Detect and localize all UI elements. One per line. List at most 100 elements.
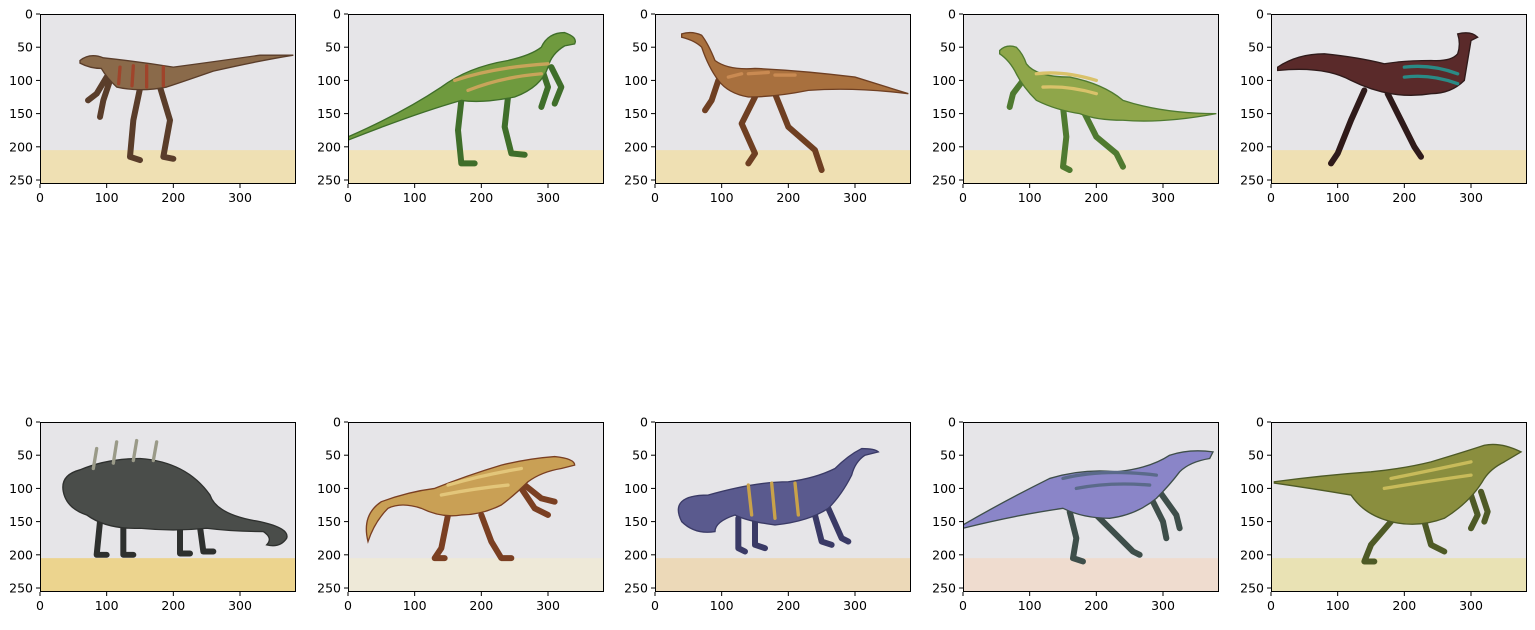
y-tick-label: 0 xyxy=(640,7,648,22)
y-tick-label: 200 xyxy=(1240,547,1264,562)
axes-frame xyxy=(1271,14,1527,184)
x-tick-label: 300 xyxy=(536,598,560,613)
dinosaur-limb xyxy=(1478,488,1491,525)
dinosaur-marking xyxy=(446,466,524,487)
dinosaur-body xyxy=(1277,32,1479,97)
x-tick-label: 200 xyxy=(469,190,493,205)
dinosaur-body xyxy=(681,31,909,98)
dinosaur-limb xyxy=(812,511,835,548)
dinosaur-marking xyxy=(1041,85,1099,96)
image-panel-axes: 0 100 200 300 0 50 100 150 200 250 xyxy=(9,7,296,205)
axes-frame xyxy=(348,422,604,592)
axes-frame xyxy=(1271,422,1527,592)
y-tick-label: 50 xyxy=(632,40,648,55)
y-tick-label: 50 xyxy=(325,448,341,463)
axes-frame xyxy=(40,14,296,184)
image-panel-axes: 0 100 200 300 0 50 100 150 200 250 xyxy=(9,415,296,613)
x-tick-label: 200 xyxy=(1392,190,1416,205)
x-tick-label: 200 xyxy=(1084,190,1108,205)
dinosaur-body xyxy=(677,447,880,533)
dinosaur-body xyxy=(963,450,1215,529)
axes-frame xyxy=(348,14,604,184)
y-tick-label: 100 xyxy=(9,73,33,88)
y-tick-label: 100 xyxy=(932,481,956,496)
y-tick-label: 150 xyxy=(9,514,33,529)
dinosaur-body xyxy=(348,31,576,141)
dinosaur-limb xyxy=(1146,492,1170,542)
x-tick-label: 0 xyxy=(344,598,352,613)
dinosaur-marking xyxy=(1402,64,1460,76)
dinosaur-limb xyxy=(157,84,177,162)
axes-frame xyxy=(655,422,911,592)
y-tick-label: 0 xyxy=(333,415,341,430)
y-tick-label: 150 xyxy=(317,106,341,121)
dinosaur-limb xyxy=(197,523,217,555)
x-tick-label: 200 xyxy=(776,598,800,613)
dinosaur-limb xyxy=(478,511,515,562)
y-tick-label: 100 xyxy=(624,481,648,496)
y-tick-label: 200 xyxy=(932,139,956,154)
x-tick-label: 300 xyxy=(843,598,867,613)
dinosaur-limb xyxy=(1080,107,1127,170)
image-panel-axes: 0 100 200 300 0 50 100 150 200 250 xyxy=(1240,7,1527,205)
y-tick-label: 0 xyxy=(948,7,956,22)
dinosaur-limb xyxy=(177,525,194,557)
x-tick-label: 300 xyxy=(843,190,867,205)
dinosaur-limb xyxy=(1384,90,1425,160)
y-tick-label: 100 xyxy=(1240,481,1264,496)
x-tick-label: 300 xyxy=(1151,598,1175,613)
axes-frame xyxy=(963,14,1219,184)
y-tick-label: 250 xyxy=(932,173,956,188)
dinosaur-limb xyxy=(1421,518,1448,555)
y-tick-label: 200 xyxy=(317,547,341,562)
x-tick-label: 100 xyxy=(710,598,734,613)
dinosaur-marking xyxy=(793,481,801,517)
y-tick-label: 0 xyxy=(333,7,341,22)
x-tick-label: 200 xyxy=(1392,598,1416,613)
dinosaur-limb xyxy=(825,505,852,545)
x-tick-label: 200 xyxy=(161,598,185,613)
dinosaur-illustration xyxy=(1273,443,1523,565)
dinosaur-limb xyxy=(120,521,137,558)
x-tick-label: 0 xyxy=(959,598,967,613)
y-tick-label: 100 xyxy=(317,73,341,88)
dinosaur-limb xyxy=(772,90,825,174)
ground-wash xyxy=(348,558,604,592)
x-tick-label: 0 xyxy=(651,598,659,613)
dinosaur-limb xyxy=(738,94,759,167)
y-tick-label: 250 xyxy=(9,173,33,188)
y-tick-label: 250 xyxy=(1240,173,1264,188)
y-tick-label: 100 xyxy=(1240,73,1264,88)
dinosaur-illustration xyxy=(999,45,1217,174)
dinosaur-marking xyxy=(770,481,777,520)
x-tick-label: 300 xyxy=(536,190,560,205)
x-tick-label: 100 xyxy=(1018,190,1042,205)
y-tick-label: 0 xyxy=(1256,7,1264,22)
dinosaur-limb xyxy=(1006,77,1027,110)
x-tick-label: 0 xyxy=(36,598,44,613)
ground-wash xyxy=(1271,558,1527,592)
dinosaur-limb xyxy=(501,94,528,158)
dinosaur-marking xyxy=(439,483,510,497)
y-tick-label: 200 xyxy=(932,547,956,562)
dinosaur-limb xyxy=(548,64,565,107)
dinosaur-illustration xyxy=(681,31,909,174)
y-tick-label: 50 xyxy=(940,448,956,463)
image-panel-axes: 0 100 200 300 0 50 100 150 200 250 xyxy=(1240,415,1527,613)
x-tick-label: 300 xyxy=(228,598,252,613)
dinosaur-marking xyxy=(151,440,159,463)
x-tick-label: 100 xyxy=(710,190,734,205)
dinosaur-limb xyxy=(1361,518,1395,565)
x-tick-label: 100 xyxy=(403,598,427,613)
y-tick-label: 200 xyxy=(317,139,341,154)
dinosaur-limb xyxy=(702,77,722,114)
dinosaur-marking xyxy=(117,65,122,86)
axes-frame xyxy=(963,422,1219,592)
image-panel-axes: 0 100 200 300 0 50 100 150 200 250 xyxy=(317,415,604,613)
dinosaur-illustration xyxy=(365,455,576,562)
ground-wash xyxy=(348,150,604,184)
x-tick-label: 100 xyxy=(1326,190,1350,205)
y-tick-label: 250 xyxy=(317,581,341,596)
x-tick-label: 100 xyxy=(1018,598,1042,613)
